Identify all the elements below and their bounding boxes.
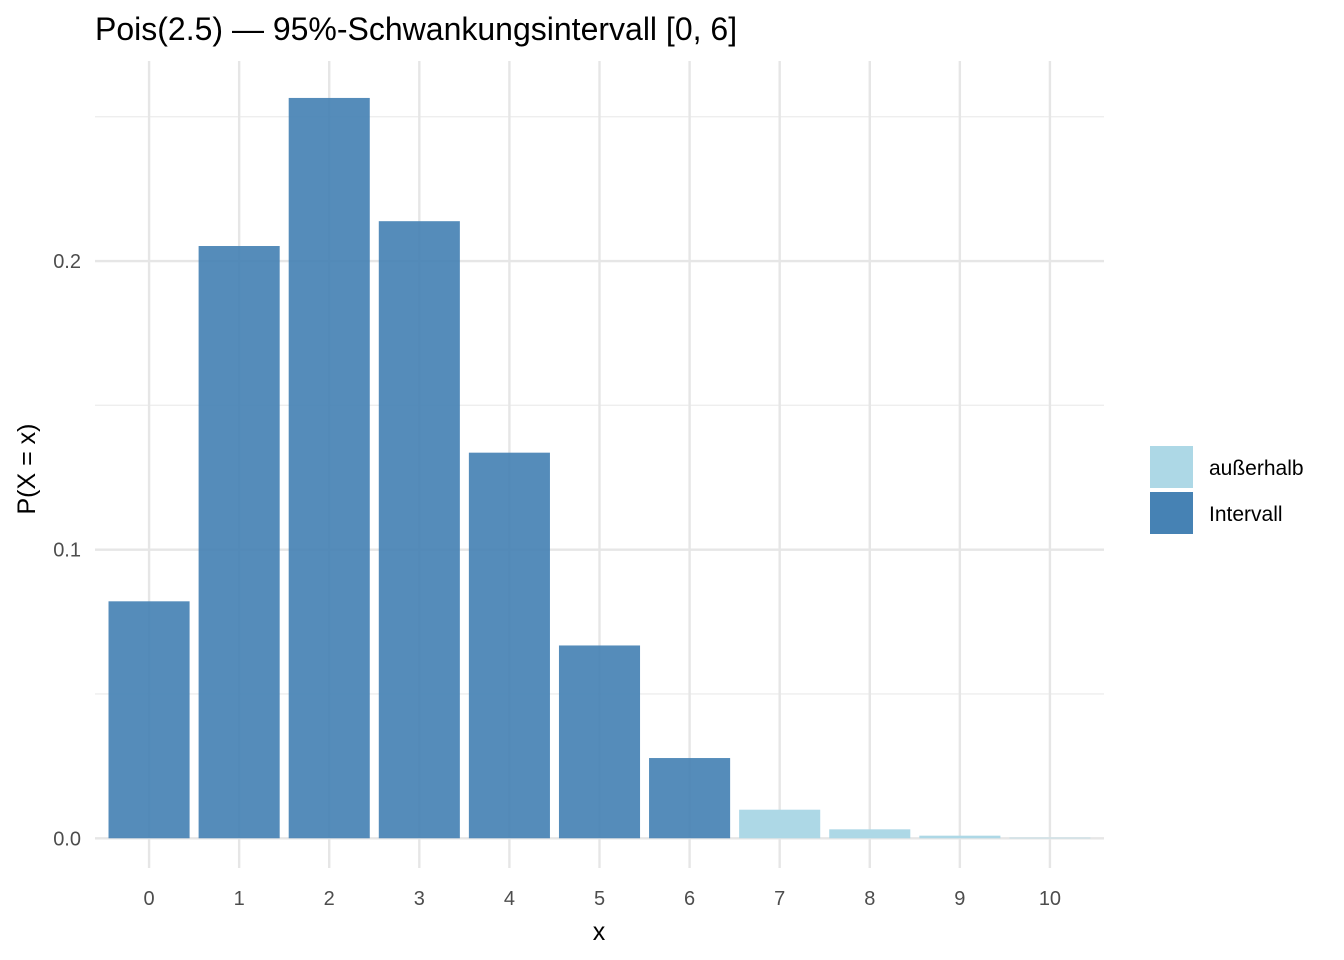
legend-label: außerhalb [1209,457,1304,480]
x-tick-label: 2 [324,888,335,910]
x-tick-label: 3 [414,888,425,910]
bar-8 [829,829,911,839]
x-axis-label: x [593,918,606,946]
x-tick-label: 4 [504,888,515,910]
x-tick-label: 5 [594,888,605,910]
x-tick-label: 1 [234,888,245,910]
bar-9 [919,835,1001,839]
chart-title: Pois(2.5) — 95%-Schwankungsintervall [0,… [95,11,737,47]
x-tick-label: 9 [954,888,965,910]
x-tick-label: 6 [684,888,695,910]
bar-4 [468,452,550,839]
legend: außerhalb Intervall [1150,446,1304,534]
x-tick-label: 10 [1039,888,1061,910]
bar-10 [1009,837,1091,839]
y-tick-label: 0.0 [53,828,81,850]
x-tick-labels: 0 1 2 3 4 5 6 7 8 9 10 [143,888,1061,910]
y-tick-labels: 0.0 0.1 0.2 [53,251,81,850]
legend-label: Intervall [1209,503,1283,526]
legend-swatch [1150,446,1193,488]
x-tick-label: 0 [143,888,154,910]
y-tick-label: 0.1 [53,540,81,562]
bar-2 [288,97,370,839]
bar-1 [198,246,280,839]
x-tick-label: 7 [774,888,785,910]
bar-7 [739,809,821,839]
bar-5 [558,645,641,839]
legend-swatch [1150,492,1193,534]
x-tick-label: 8 [864,888,875,910]
bar-0 [108,601,190,839]
bar-3 [378,221,460,839]
y-tick-label: 0.2 [53,251,81,273]
bars [108,97,1091,839]
bar-6 [649,758,731,839]
y-axis-label: P(X = x) [13,424,41,515]
